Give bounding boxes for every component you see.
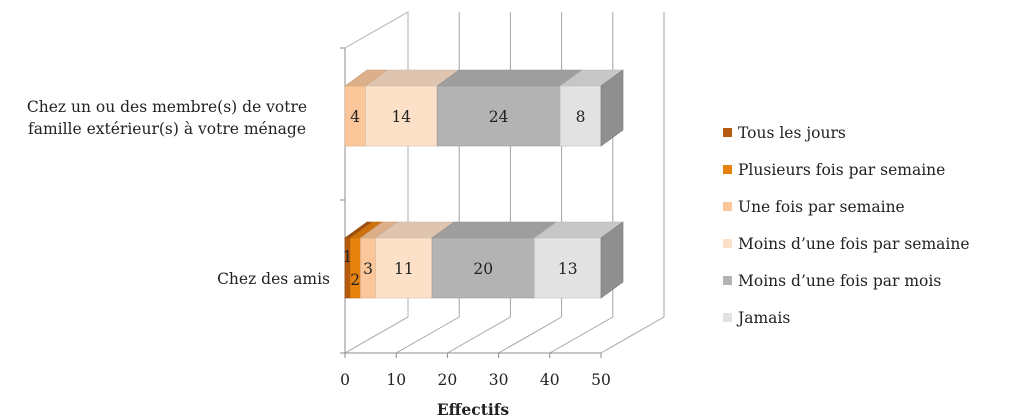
legend-item: Moins d’une fois par mois	[723, 262, 970, 299]
bar-end	[600, 69, 624, 147]
data-label: 20	[473, 260, 493, 278]
data-label: 2	[350, 271, 360, 289]
x-tick-label: 10	[386, 371, 406, 389]
bar-segment	[436, 85, 561, 147]
bar-top	[436, 69, 583, 87]
legend-label: Moins d’une fois par semaine	[738, 234, 970, 253]
data-label: 4	[350, 108, 360, 126]
bar-segment	[344, 237, 351, 299]
bar-segment	[559, 85, 602, 147]
data-label: 14	[391, 108, 411, 126]
x-tick-label: 30	[489, 371, 509, 389]
legend-label: Jamais	[738, 308, 791, 327]
legend-item: Jamais	[723, 299, 970, 336]
data-label: 13	[558, 260, 578, 278]
bar-segment	[349, 237, 361, 299]
legend-swatch	[723, 165, 732, 174]
legend-swatch	[723, 202, 732, 211]
legend: Tous les jours Plusieurs fois par semaine…	[723, 114, 970, 336]
x-tick-label: 20	[438, 371, 458, 389]
bar-segment	[431, 237, 535, 299]
floor-gridline	[447, 316, 511, 354]
data-label: 24	[489, 108, 509, 126]
side-wall	[344, 11, 409, 354]
legend-label: Tous les jours	[738, 123, 846, 142]
bar-end	[600, 221, 624, 299]
x-tick-label: 0	[340, 371, 350, 389]
legend-item: Plusieurs fois par semaine	[723, 151, 970, 188]
legend-swatch	[723, 239, 732, 248]
legend-swatch	[723, 313, 732, 322]
category-label: Chez un ou des membre(s) de votre famill…	[26, 98, 308, 138]
bar-segment	[375, 237, 433, 299]
legend-item: Tous les jours	[723, 114, 970, 151]
data-label: 8	[576, 108, 586, 126]
data-label: 3	[363, 260, 373, 278]
bar-segment	[534, 237, 602, 299]
bar-segment	[365, 85, 438, 147]
category-label: Chez des amis	[217, 270, 330, 288]
x-tick-label: 40	[540, 371, 560, 389]
legend-label: Moins d’une fois par mois	[738, 271, 942, 290]
floor-gridline	[395, 316, 460, 354]
x-axis-title: Effectifs	[437, 400, 510, 419]
legend-item: Moins d’une fois par semaine	[723, 225, 970, 262]
data-label: 11	[394, 260, 414, 278]
legend-label: Plusieurs fois par semaine	[738, 160, 946, 179]
data-label: 1	[343, 248, 353, 266]
floor-gridline	[498, 316, 562, 354]
legend-label: Une fois par semaine	[738, 197, 905, 216]
x-tick-label: 50	[591, 371, 611, 389]
legend-swatch	[723, 276, 732, 285]
floor-gridline	[600, 316, 665, 354]
legend-item: Une fois par semaine	[723, 188, 970, 225]
legend-swatch	[723, 128, 732, 137]
floor-gridline	[549, 316, 614, 354]
